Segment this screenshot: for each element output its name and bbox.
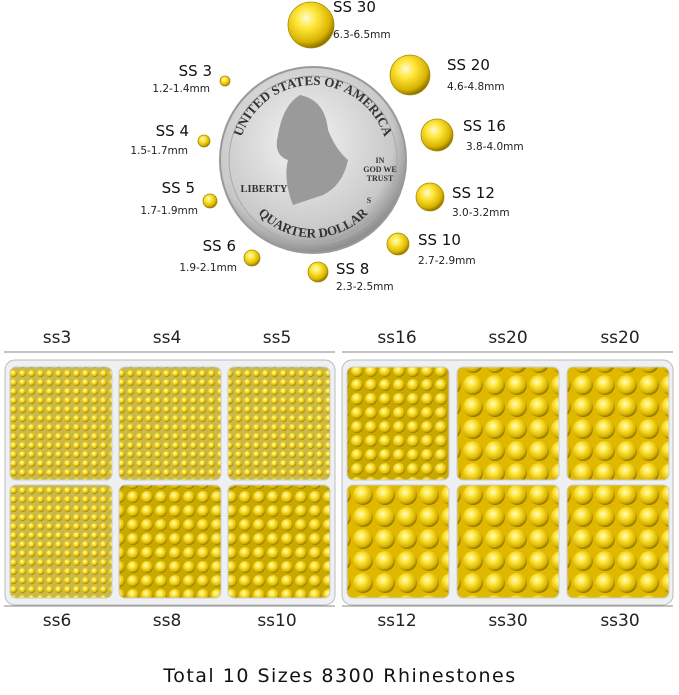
size-mm: 4.6-4.8mm — [447, 81, 505, 93]
box-labels: ss3 ss4 ss5 ss16 ss20 ss20 ss6 ss8 ss10 ss12 ss30 s… — [43, 328, 640, 631]
size-legend: SS 30 6.3-6.5mm SS 20 4.6-4.8mm SS 16 3.8-4.0… — [130, 0, 523, 293]
compartment-label: ss20 — [488, 328, 527, 348]
compartment-label: ss3 — [43, 328, 72, 348]
coin-rim — [228, 75, 398, 245]
size-label: SS 20 — [447, 56, 490, 74]
coin-motto: GOD WE — [363, 165, 396, 174]
compartment-label: ss10 — [257, 611, 296, 631]
compartment-label: ss8 — [153, 611, 182, 631]
size-mm: 1.5-1.7mm — [130, 145, 188, 157]
rhinestone — [202, 193, 218, 209]
size-label: SS 8 — [336, 260, 369, 278]
size-mm: 1.7-1.9mm — [140, 205, 198, 217]
size-mm: 2.3-2.5mm — [336, 281, 394, 293]
compartment — [227, 484, 331, 599]
size-mm: 3.0-3.2mm — [452, 207, 510, 219]
compartment-label: ss30 — [600, 611, 639, 631]
compartment — [9, 484, 113, 599]
size-label: SS 5 — [162, 179, 195, 197]
compartment-label: ss20 — [600, 328, 639, 348]
compartment-label: ss30 — [488, 611, 527, 631]
size-mm: 3.8-4.0mm — [466, 141, 524, 153]
rhinestone — [287, 1, 335, 49]
coin-motto: IN — [376, 156, 385, 165]
compartment — [566, 366, 670, 481]
rhinestone — [386, 232, 410, 256]
compartment-label: ss12 — [377, 611, 416, 631]
compartment — [456, 366, 560, 481]
footer: Total 10 Sizes 8300 Rhinestones — [162, 665, 516, 687]
compartments — [9, 366, 670, 599]
size-label: SS 16 — [463, 117, 506, 135]
size-label: SS 3 — [179, 62, 212, 80]
compartment — [227, 366, 331, 481]
compartment — [456, 484, 560, 599]
rhinestone — [243, 249, 261, 267]
size-mm: 1.9-2.1mm — [179, 262, 237, 274]
size-label: SS 4 — [156, 122, 189, 140]
compartment-label: ss5 — [263, 328, 292, 348]
rhinestone — [415, 182, 445, 212]
compartment-label: ss16 — [377, 328, 416, 348]
compartment — [566, 484, 670, 599]
compartment — [9, 366, 113, 481]
rhinestone — [420, 118, 454, 152]
coin-motto: TRUST — [367, 174, 394, 183]
rhinestone — [389, 54, 431, 96]
size-mm: 6.3-6.5mm — [333, 29, 391, 41]
size-mm: 2.7-2.9mm — [418, 255, 476, 267]
size-label: SS 30 — [333, 0, 376, 16]
coin-portrait — [276, 95, 348, 205]
compartment — [118, 366, 222, 481]
rhinestone — [197, 134, 211, 148]
compartment — [346, 484, 450, 599]
compartment — [118, 484, 222, 599]
rhinestone — [307, 261, 329, 283]
compartment-label: ss6 — [43, 611, 72, 631]
rhinestone — [219, 75, 231, 87]
size-label: SS 6 — [203, 237, 236, 255]
coin-liberty: LIBERTY — [241, 184, 288, 195]
compartment — [346, 366, 450, 481]
compartment-label: ss4 — [153, 328, 182, 348]
size-label: SS 12 — [452, 184, 495, 202]
coin-mint: S — [367, 196, 372, 205]
size-mm: 1.2-1.4mm — [152, 83, 210, 95]
size-label: SS 10 — [418, 231, 461, 249]
